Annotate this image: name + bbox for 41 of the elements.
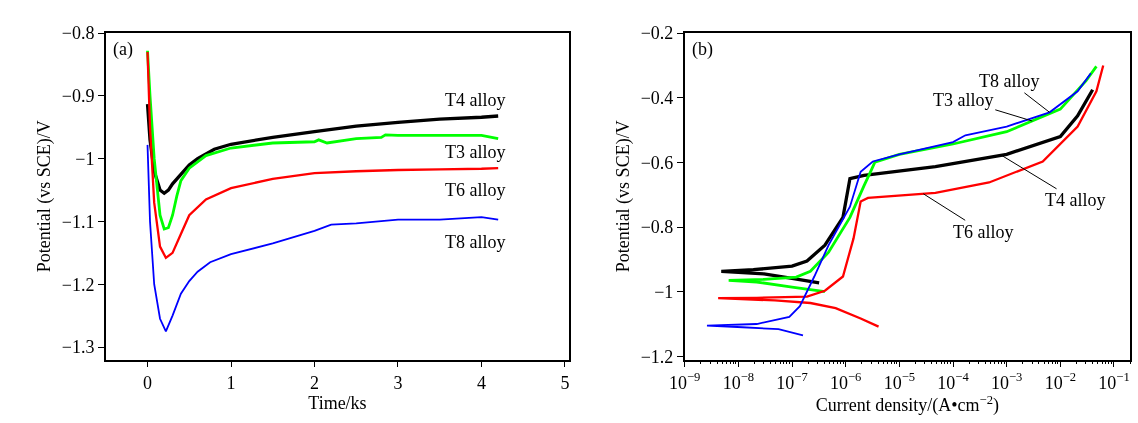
series-label: T4 alloy <box>445 90 506 110</box>
x-tick-label: 2 <box>309 372 319 393</box>
annotation: T4 alloy <box>1045 190 1106 210</box>
x-tick-label: 10$^{−1}$ <box>1098 370 1130 393</box>
x-axis-title: Time/ks <box>308 392 367 413</box>
y-tick-label: −1.2 <box>640 346 674 367</box>
series-label: T3 alloy <box>445 142 506 162</box>
y-tick-label: −1 <box>75 148 95 169</box>
x-tick-label: 10$^{−3}$ <box>990 370 1023 393</box>
x-tick-label: 4 <box>476 372 486 393</box>
annotation: (a) <box>113 39 133 60</box>
x-axis-title: Current density/(A•cm$^{−2}$) <box>815 392 1000 417</box>
series-label: T6 alloy <box>445 180 506 200</box>
y-tick-label: −1.3 <box>61 337 95 358</box>
annotation: T3 alloy <box>933 90 994 110</box>
annotation: T6 alloy <box>953 222 1014 242</box>
x-tick-label: 10$^{−8}$ <box>722 370 755 393</box>
y-tick-label: −0.9 <box>61 86 95 107</box>
y-tick-label: −1.1 <box>61 211 95 232</box>
y-tick-label: −1 <box>654 281 674 302</box>
series-label: T8 alloy <box>445 232 506 252</box>
x-tick-label: 10$^{−4}$ <box>937 370 970 393</box>
x-tick-label: 5 <box>560 372 570 393</box>
y-tick-label: −0.8 <box>61 23 95 44</box>
x-tick-label: 1 <box>226 372 236 393</box>
y-axis-title: Potential (vs SCE)/V <box>613 120 635 273</box>
y-tick-label: −0.4 <box>640 88 674 109</box>
x-tick-label: 3 <box>393 372 403 393</box>
y-tick-label: −0.8 <box>640 217 674 238</box>
annotation: T8 alloy <box>979 71 1040 91</box>
x-tick-label: 10$^{−9}$ <box>669 370 701 393</box>
y-tick-label: −0.2 <box>640 23 674 44</box>
y-tick-label: −0.6 <box>640 152 674 173</box>
x-tick-label: 10$^{−7}$ <box>776 370 808 393</box>
y-axis-title: Potential (vs SCE)/V <box>34 120 56 273</box>
x-tick-label: 0 <box>143 372 153 393</box>
y-tick-label: −1.2 <box>61 274 95 295</box>
x-tick-label: 10$^{−2}$ <box>1044 370 1077 393</box>
x-tick-label: 10$^{−5}$ <box>883 370 916 393</box>
annotation: (b) <box>692 39 713 60</box>
x-tick-label: 10$^{−6}$ <box>829 370 862 393</box>
